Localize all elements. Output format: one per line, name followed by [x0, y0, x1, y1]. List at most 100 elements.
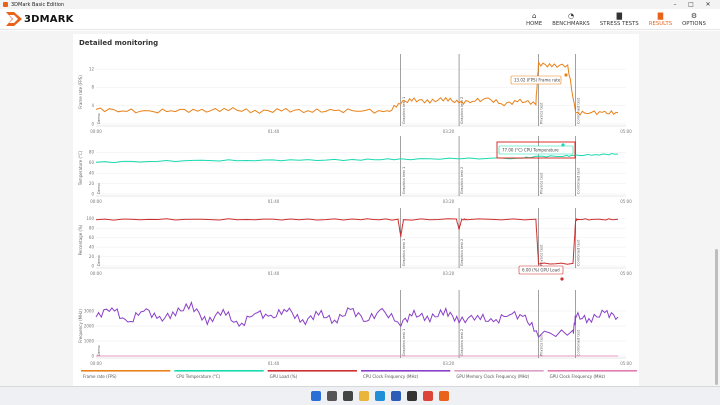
legend-label: CPU Temperature (°C)	[176, 374, 220, 379]
legend-swatch	[547, 370, 637, 372]
app-header: 3DMARK ⌂ HOME ◔ BENCHMARKS ▇ STRESS TESTS ▇ RES…	[0, 9, 720, 30]
legend-label: Frame rate (FPS)	[83, 374, 117, 379]
y-tick-label: 40	[89, 171, 95, 176]
app-icon	[3, 2, 8, 7]
content-area: Detailed monitoring 0 4 8 12 Frame rate (FPS…	[0, 31, 720, 387]
y-axis-label: Temperature (°C)	[78, 150, 83, 186]
y-axis-label: Frame rate (FPS)	[78, 75, 83, 109]
y-tick-label: 80	[89, 225, 95, 230]
tooltip-box	[498, 145, 574, 155]
tooltip-text: 6.00 (%) GPU Load	[522, 268, 560, 273]
event-label: Graphics test 1	[402, 239, 406, 266]
y-tick-label: 20	[89, 254, 95, 259]
y-tick-label: 12	[89, 66, 95, 71]
event-label: Combined test	[577, 167, 581, 194]
nav-options[interactable]: ⚙ OPTIONS	[682, 11, 706, 28]
event-label: Graphics test 2	[460, 329, 464, 356]
taskbar-icons	[308, 391, 452, 401]
legend-label: GPU Clock Frequency (MHz)	[550, 374, 606, 379]
event-label: Physics test	[540, 172, 544, 194]
x-tick-label: 05:00	[620, 129, 632, 134]
tooltip-text: 77.00 (°C) CPU Temperature	[502, 148, 559, 153]
logo-text: 3DMARK	[24, 13, 74, 25]
nav-results[interactable]: ▇ RESULTS	[648, 11, 673, 28]
event-label: Graphics test 1	[402, 329, 406, 356]
bars-icon: ▇	[616, 11, 622, 20]
event-label: Demo	[97, 183, 101, 194]
tooltip-box	[518, 265, 564, 275]
y-tick-label: 100	[86, 216, 94, 221]
minimize-button[interactable]: –	[673, 1, 677, 8]
3dmark-app-icon[interactable]	[439, 391, 449, 401]
x-tick-label: 00:00	[90, 361, 102, 366]
tooltip-marker	[560, 277, 564, 281]
event-label: Demo	[97, 345, 101, 356]
3dmark-logo[interactable]: 3DMARK	[6, 12, 74, 26]
y-axis-label: Percentage (%)	[78, 224, 83, 255]
gauge-icon: ◔	[567, 11, 575, 20]
x-tick-label: 01:40	[268, 271, 280, 276]
title-bar: 3DMark Basic Edition – □ ✕	[0, 0, 720, 9]
tooltip-text: 13.02 (FPS) Frame rate	[514, 78, 561, 83]
windows-start-icon[interactable]	[311, 391, 321, 401]
nav-label: RESULTS	[648, 21, 673, 27]
window-title: 3DMark Basic Edition	[11, 1, 65, 8]
event-label: Graphics test 1	[402, 97, 406, 124]
y-tick-label: 4	[91, 103, 94, 108]
camera-icon[interactable]	[407, 391, 417, 401]
legend-swatch	[174, 370, 264, 372]
nav-home[interactable]: ⌂ HOME	[526, 11, 543, 28]
event-label: Combined test	[577, 329, 581, 356]
x-tick-label: 00:00	[90, 129, 102, 134]
edge-browser-icon[interactable]	[375, 391, 385, 401]
task-view-icon[interactable]	[343, 391, 353, 401]
y-tick-label: 0	[91, 191, 94, 196]
legend-swatch	[267, 370, 357, 372]
x-tick-label: 01:40	[268, 361, 280, 366]
y-tick-label: 20	[89, 181, 95, 186]
y-tick-label: 0	[91, 353, 94, 358]
y-tick-label: 80	[89, 150, 95, 155]
legend-label: CPU Clock Frequency (MHz)	[363, 374, 419, 379]
tooltip-marker	[561, 143, 565, 147]
event-label: Demo	[97, 255, 101, 266]
event-label: Physics test	[540, 334, 544, 356]
nav-label: HOME	[526, 21, 543, 27]
close-button[interactable]: ✕	[705, 1, 711, 8]
event-label: Physics test	[540, 244, 544, 266]
y-tick-label: 2000	[84, 323, 95, 328]
event-label: Graphics test 2	[460, 239, 464, 266]
nav-stress-tests[interactable]: ▇ STRESS TESTS	[599, 11, 639, 28]
file-explorer-icon[interactable]	[359, 391, 369, 401]
nav-label: STRESS TESTS	[599, 21, 639, 27]
3dmark-logo-icon	[6, 12, 22, 26]
search-icon[interactable]	[327, 391, 337, 401]
y-tick-label: 60	[89, 160, 95, 165]
nav-benchmarks[interactable]: ◔ BENCHMARKS	[552, 11, 590, 28]
tooltip-highlight-box	[496, 141, 576, 159]
legend-label: GPU Memory Clock Frequency (MHz)	[456, 374, 529, 379]
store-icon[interactable]	[391, 391, 401, 401]
event-label: Graphics test 2	[460, 97, 464, 124]
nav-label: OPTIONS	[682, 21, 706, 27]
y-tick-label: 0	[91, 263, 94, 268]
x-tick-label: 05:00	[620, 361, 632, 366]
legend-label: GPU Load (%)	[270, 374, 298, 379]
tooltip-box	[510, 75, 562, 85]
event-label: Combined test	[577, 239, 581, 266]
results-chart-icon: ▇	[657, 11, 664, 20]
series-line	[95, 300, 619, 339]
y-tick-label: 1000	[84, 338, 95, 343]
y-tick-label: 8	[91, 85, 94, 90]
y-axis-label: Frequency (MHz)	[78, 309, 83, 343]
detailed-monitoring-panel: Detailed monitoring 0 4 8 12 Frame rate (FPS…	[73, 34, 639, 387]
series-line	[95, 152, 619, 164]
event-label: Combined test	[577, 97, 581, 124]
x-tick-label: 03:20	[443, 361, 455, 366]
chrome-browser-icon[interactable]	[423, 391, 433, 401]
maximize-button[interactable]: □	[688, 1, 694, 8]
x-tick-label: 05:00	[620, 199, 632, 204]
scrollbar[interactable]	[715, 249, 718, 385]
y-tick-label: 60	[89, 235, 95, 240]
x-tick-label: 03:20	[443, 199, 455, 204]
